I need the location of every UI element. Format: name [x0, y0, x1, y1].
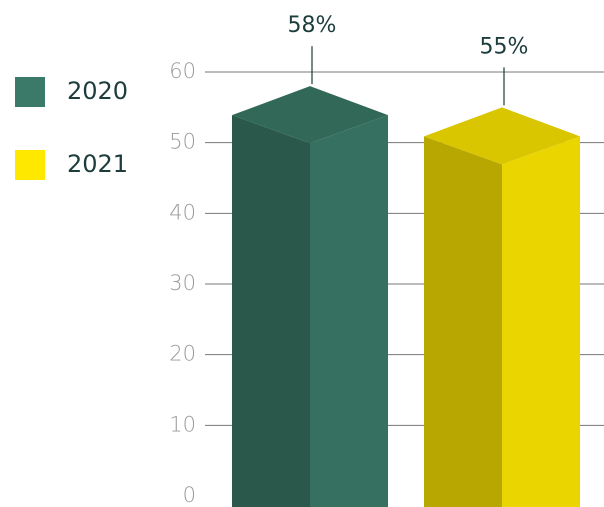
y-tick-label: 40: [169, 200, 196, 224]
bar-left-face: [232, 115, 310, 507]
y-tick-label: 30: [169, 271, 196, 295]
value-label: 58%: [288, 13, 337, 38]
legend-swatch: [15, 150, 45, 180]
value-label: 55%: [480, 34, 529, 59]
y-tick-label: 10: [169, 412, 196, 436]
legend-label: 2021: [67, 150, 128, 178]
y-tick-label: 60: [169, 59, 196, 83]
bar-top: [232, 86, 388, 144]
y-tick-label: 50: [169, 130, 196, 154]
y-tick-label: 20: [169, 342, 196, 366]
bar-left-face: [424, 136, 502, 507]
bar-right-face: [310, 115, 388, 507]
bar-right-face: [502, 136, 580, 507]
legend-label: 2020: [67, 77, 128, 105]
legend-swatch: [15, 77, 45, 107]
y-tick-label: 0: [183, 483, 196, 507]
bar-top: [424, 107, 580, 165]
